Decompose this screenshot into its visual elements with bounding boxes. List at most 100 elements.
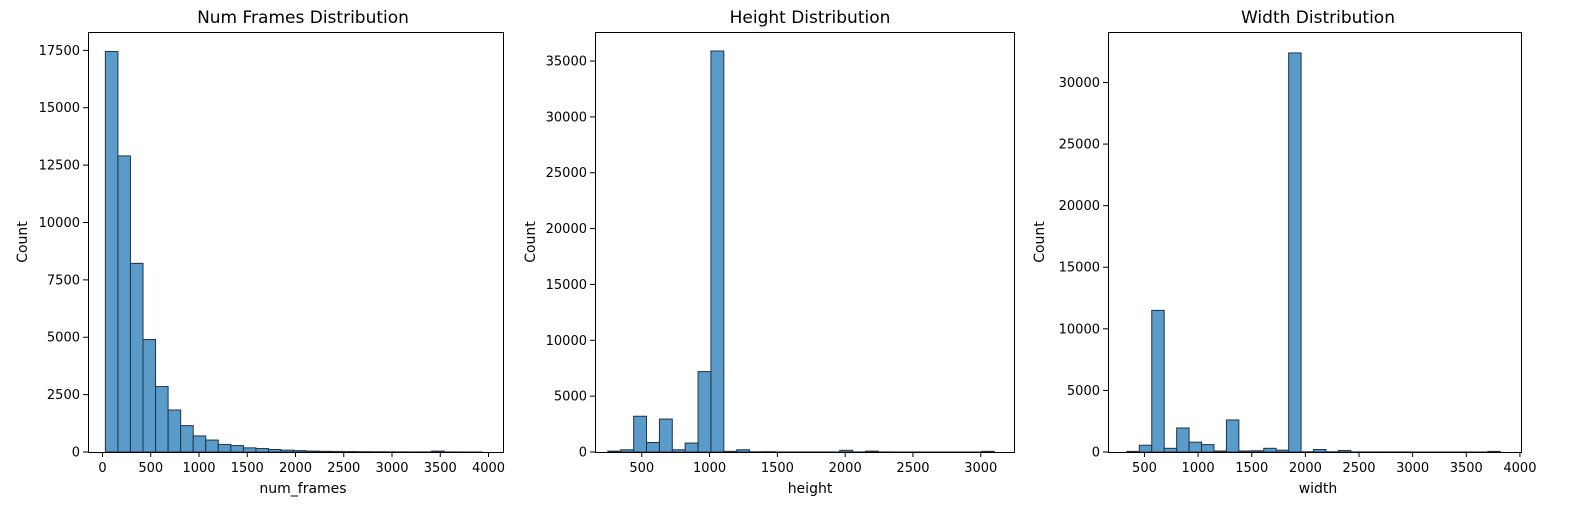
histogram-bar xyxy=(684,442,699,453)
y-tick-label: 0 xyxy=(72,446,80,461)
y-tick-label: 25000 xyxy=(1059,138,1100,153)
x-tick-label: 2500 xyxy=(1342,461,1375,476)
x-tick-label: 3000 xyxy=(1396,461,1429,476)
histogram-bar xyxy=(1201,444,1215,453)
y-tick-label: 20000 xyxy=(1059,199,1100,214)
x-tick-label: 3000 xyxy=(964,461,997,476)
histogram-bar xyxy=(242,447,257,453)
histogram-bar xyxy=(620,449,635,453)
y-tick-label: 12500 xyxy=(39,159,80,174)
plot-frame xyxy=(1108,32,1522,453)
y-axis-ticks: 0 5000 10000 15000 20000 25000 30000 xyxy=(1059,76,1108,461)
histogram-bar xyxy=(723,450,738,453)
histogram-bar xyxy=(431,450,445,453)
x-tick-label: 3500 xyxy=(1450,461,1483,476)
y-tick-label: 5000 xyxy=(1067,384,1100,399)
histogram-bar xyxy=(646,442,660,453)
x-tick-label: 3500 xyxy=(424,461,457,476)
y-tick-label: 15000 xyxy=(1059,261,1100,276)
y-tick-label: 5000 xyxy=(554,390,587,405)
histogram-bar xyxy=(697,371,712,453)
histogram-bar xyxy=(117,155,131,453)
histogram-bar xyxy=(1250,450,1265,453)
y-tick-label: 20000 xyxy=(546,222,587,237)
y-tick-label: 10000 xyxy=(546,334,587,349)
y-axis-label: Count xyxy=(15,221,31,263)
histogram-bar xyxy=(293,450,307,453)
x-tick-label: 2500 xyxy=(327,461,360,476)
histogram-bar xyxy=(1487,450,1501,453)
histogram-bar xyxy=(633,415,648,453)
y-tick-label: 30000 xyxy=(1059,76,1100,91)
histogram-bar xyxy=(658,418,673,453)
x-tick-label: 4000 xyxy=(472,461,505,476)
histogram-bar xyxy=(671,449,686,453)
histogram-bars xyxy=(1126,52,1501,453)
y-tick-label: 0 xyxy=(579,446,587,461)
x-axis-ticks: 500 1000 1500 2000 2500 3000 xyxy=(629,452,997,476)
x-axis-label: height xyxy=(788,481,833,497)
histogram-bar xyxy=(1176,427,1190,453)
histogram-bar xyxy=(142,339,157,453)
x-tick-label: 1000 xyxy=(1182,461,1215,476)
chart-title: Width Distribution xyxy=(1241,8,1395,28)
x-axis-label: num_frames xyxy=(259,481,346,497)
x-tick-label: 500 xyxy=(1132,461,1157,476)
x-tick-label: 1500 xyxy=(761,461,794,476)
panel-width: Width Distribution width Count 500 1000 15… xyxy=(1032,8,1536,497)
histogram-bar xyxy=(267,448,282,453)
histogram-bar xyxy=(710,50,725,453)
x-tick-label: 2500 xyxy=(896,461,929,476)
histogram-bar xyxy=(155,386,169,453)
histogram-bar xyxy=(1138,444,1153,453)
x-axis-label: width xyxy=(1299,481,1338,497)
x-tick-label: 4000 xyxy=(1503,461,1536,476)
histogram-bar xyxy=(1213,450,1227,453)
x-tick-label: 1500 xyxy=(231,461,264,476)
x-tick-label: 0 xyxy=(98,461,106,476)
y-tick-label: 7500 xyxy=(47,273,80,288)
y-tick-label: 35000 xyxy=(546,55,587,70)
histogram-bar xyxy=(1126,450,1140,453)
histogram-bar xyxy=(255,448,269,453)
histogram-bars xyxy=(104,51,483,453)
y-tick-label: 25000 xyxy=(546,166,587,181)
y-tick-label: 15000 xyxy=(546,278,587,293)
histogram-bar xyxy=(607,450,622,453)
x-tick-label: 2000 xyxy=(829,461,862,476)
histogram-bar xyxy=(330,450,345,453)
histogram-bar xyxy=(1275,449,1290,453)
y-tick-label: 0 xyxy=(1092,446,1100,461)
panel-num-frames: Num Frames Distribution num_frames Count… xyxy=(15,8,505,497)
histogram-bar xyxy=(205,439,219,453)
plot-frame xyxy=(595,32,1015,453)
histogram-bar xyxy=(167,409,182,453)
chart-title: Height Distribution xyxy=(730,8,891,28)
y-axis-label: Count xyxy=(1032,221,1048,263)
histogram-bar xyxy=(1337,450,1352,453)
x-tick-label: 3000 xyxy=(375,461,408,476)
histogram-bar xyxy=(865,450,879,453)
histogram-bar xyxy=(305,450,320,453)
x-tick-label: 1000 xyxy=(693,461,726,476)
histogram-bar xyxy=(129,262,144,453)
histogram-bar xyxy=(230,445,244,453)
chart-title: Num Frames Distribution xyxy=(197,8,409,28)
y-tick-label: 17500 xyxy=(39,44,80,59)
histogram-bar xyxy=(736,449,751,453)
histogram-bar xyxy=(217,443,232,453)
histogram-bar xyxy=(980,450,995,453)
histogram-bar xyxy=(1225,419,1240,453)
x-tick-label: 1500 xyxy=(1235,461,1268,476)
y-axis-label: Count xyxy=(523,221,539,263)
x-tick-label: 500 xyxy=(629,461,654,476)
y-tick-label: 5000 xyxy=(47,331,80,346)
x-tick-label: 1000 xyxy=(182,461,215,476)
histogram-bar xyxy=(1238,450,1252,453)
x-tick-label: 500 xyxy=(138,461,163,476)
histogram-bar xyxy=(1263,447,1277,453)
y-axis-ticks: 0 5000 10000 15000 20000 25000 30000 35000 xyxy=(546,55,595,461)
histogram-bar xyxy=(280,449,295,453)
histogram-bars xyxy=(607,50,995,453)
histogram-bar xyxy=(1188,441,1203,453)
